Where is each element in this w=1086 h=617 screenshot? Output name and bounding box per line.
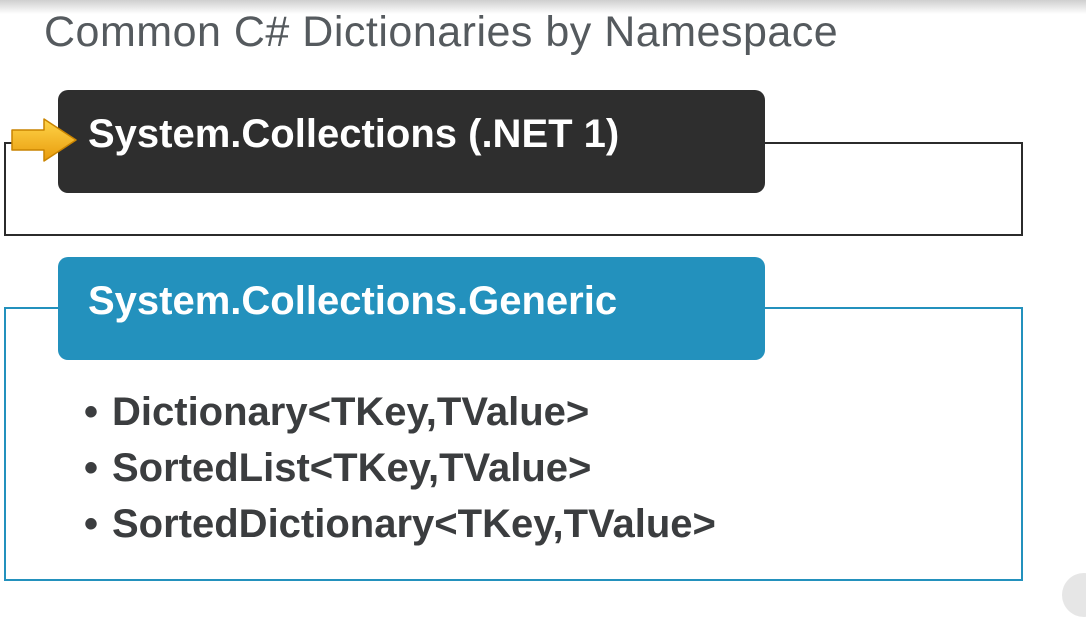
- bullet-icon: •: [84, 390, 99, 434]
- list-item-label: Dictionary<TKey,TValue>: [112, 390, 590, 434]
- list-item-label: SortedList<TKey,TValue>: [112, 446, 592, 490]
- corner-circle: [1062, 573, 1086, 617]
- system-collections-generic-header: System.Collections.Generic: [58, 257, 765, 360]
- list-item-label: SortedDictionary<TKey,TValue>: [112, 502, 716, 546]
- bullet-icon: •: [84, 502, 99, 546]
- arrow-right-icon: [11, 118, 77, 162]
- system-collections-header: System.Collections (.NET 1): [58, 90, 765, 193]
- list-item: • Dictionary<TKey,TValue>: [84, 384, 716, 440]
- list-item: • SortedList<TKey,TValue>: [84, 440, 716, 496]
- slide-title: Common C# Dictionaries by Namespace: [44, 8, 839, 56]
- generic-dictionary-list: • Dictionary<TKey,TValue> • SortedList<TKe…: [84, 384, 716, 552]
- top-shadow: [0, 0, 1086, 14]
- list-item: • SortedDictionary<TKey,TValue>: [84, 496, 716, 552]
- bullet-icon: •: [84, 446, 99, 490]
